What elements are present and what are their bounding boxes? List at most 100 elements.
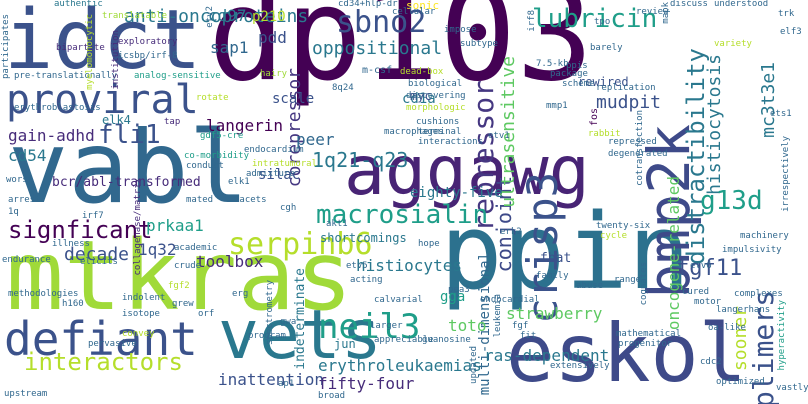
word-1q32: 1q32 <box>138 240 177 259</box>
word-fit: fit <box>520 331 537 341</box>
word-discovering: discovering <box>406 91 466 101</box>
word-appreciable: appreciable <box>374 335 434 345</box>
word-fbat: fbat <box>540 251 572 266</box>
word-cd1a: cd1a <box>402 91 436 107</box>
word-irf7: irf7 <box>82 211 104 221</box>
word-larger: larger <box>370 321 403 331</box>
word-etv1: etv1 <box>488 131 510 141</box>
word-sbno2: sbno2 <box>336 5 427 40</box>
word-orf: orf <box>198 309 215 319</box>
word-erg: erg <box>232 289 249 299</box>
word-cd97: cd97 <box>208 6 247 25</box>
word-erk2: erk2 <box>500 227 522 237</box>
word-spectrometry: spectrometry <box>265 280 275 346</box>
word-methodologies: methodologies <box>8 289 79 299</box>
word-guanosine: guanosine <box>422 335 471 345</box>
word-optimized: optimized <box>716 377 765 387</box>
word-updated: updated <box>469 346 479 384</box>
word-admixture: admixture <box>246 169 295 179</box>
word-vets: vets <box>218 296 382 375</box>
word-sonic: sonic <box>406 0 440 12</box>
word-subtype: subtype <box>460 39 498 49</box>
word-analog-sensitive: analog-sensitive <box>134 71 221 81</box>
word-trk: trk <box>778 9 795 19</box>
word-ap1: ap1 <box>278 379 295 389</box>
word-irf8: irf8 <box>527 10 537 32</box>
word-vastly: vastly <box>776 383 808 393</box>
word-langerhans: langerhans <box>716 305 771 315</box>
word-neil3: neil3 <box>318 307 421 347</box>
word-dp103: dp103 <box>208 0 594 110</box>
word-understood: understood <box>714 0 769 9</box>
word-defiant: defiant <box>4 312 198 366</box>
word-tpo: tpo <box>594 17 611 27</box>
word-hope: hope <box>418 239 440 249</box>
word-impose: impose <box>444 25 477 35</box>
word-hairy: hairy <box>260 69 288 79</box>
word-degenerated: degenerated <box>608 149 668 159</box>
word-signficant: signficant <box>8 216 153 244</box>
word-rabbit: rabbit <box>588 129 621 139</box>
word-academic: academic <box>174 243 218 253</box>
word-bipartite: bipartite <box>56 43 105 53</box>
word-range: range <box>614 275 642 285</box>
word-mtkras: mtkras <box>6 220 353 332</box>
word-rewired: rewired <box>578 75 629 89</box>
word-8q24: 8q24 <box>332 83 354 93</box>
word-grew: grew <box>172 299 194 309</box>
word-authentic: authentic <box>54 0 103 9</box>
word-progenitor: progenitor <box>618 339 673 349</box>
word-variety: variety <box>714 39 752 49</box>
word-gwa: gwa <box>280 317 297 327</box>
word-endocardial: endocardial <box>480 295 540 305</box>
word-oppositional: histiocytosis <box>704 54 725 195</box>
word-h160: h160 <box>62 299 84 309</box>
word-macrophages: macrophages <box>384 127 444 137</box>
word-eskol: eskol <box>506 307 747 400</box>
word-akt1: akt1 <box>326 219 348 229</box>
word-participates: participates <box>1 14 11 80</box>
word-machinery: machinery <box>740 231 789 241</box>
word-conduct: conduct <box>186 161 224 171</box>
word-extensively: extensively <box>550 361 610 371</box>
word-ppin: ppin <box>440 191 691 313</box>
word-ras-dependent: ras-dependent <box>484 346 610 365</box>
word-endocardium: endocardium <box>244 145 304 155</box>
word-jun: jun <box>334 337 356 351</box>
word-macrosialin: macrosialin <box>316 200 489 230</box>
word-toolbox: toolbox <box>196 252 264 271</box>
word-eighty-five: eighty-five <box>410 185 503 201</box>
word-oa-like: oa-like <box>708 323 746 333</box>
word-fgf11: fgf11 <box>676 256 743 281</box>
word-interactors: interactors <box>24 348 183 376</box>
word-twenty-six: twenty-six <box>596 221 651 231</box>
word-worst: worst <box>6 175 34 185</box>
word-collagenase-matrix: collagenase/matrix <box>133 178 143 276</box>
word-elicits: elicits <box>80 257 118 267</box>
word-terminal: terminal <box>418 127 462 137</box>
word-bcr-abl-transformed: bcr/abl-transformed <box>52 175 201 190</box>
word-illness: illness <box>52 239 90 249</box>
word-sooner: sooner <box>730 306 751 372</box>
word-replication: replication <box>596 83 656 93</box>
word-mated: mated <box>186 195 214 205</box>
word-arrest: arrest <box>8 195 41 205</box>
word-calvarial: calvarial <box>374 295 423 305</box>
word-mmp1: mmp1 <box>546 101 568 111</box>
word-cdc2: cdc2 <box>700 357 722 367</box>
word-pdd: pdd <box>258 28 287 47</box>
word-morphologic: morphologic <box>406 103 466 113</box>
word-interactions: interactions <box>418 137 484 147</box>
word-myc: myc <box>410 89 432 103</box>
word-etv5: etv5 <box>346 261 368 271</box>
word-elf3: elf3 <box>780 27 802 37</box>
word-etv6: etv6 <box>690 261 712 271</box>
word-crude: crude <box>174 261 202 271</box>
word-exploratory: exploratory <box>118 37 178 47</box>
word-pervasive: pervasive <box>88 339 137 349</box>
word-intratumoral: intratumoral <box>252 159 318 169</box>
word-indolent: indolent <box>122 293 166 303</box>
word-isotope: isotope <box>122 309 160 319</box>
word-m-csf: m-csf <box>362 65 393 76</box>
word-ets1: ets1 <box>770 109 792 119</box>
